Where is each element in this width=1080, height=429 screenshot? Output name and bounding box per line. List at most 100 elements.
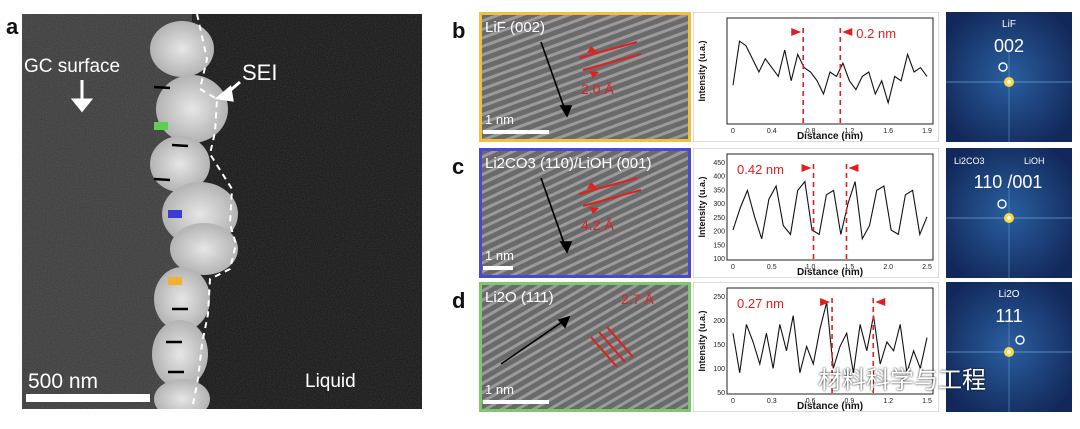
x-tick-label: 1.5 — [922, 398, 932, 405]
y-tick-label: 100 — [713, 256, 725, 263]
y-tick-label: 350 — [713, 187, 725, 194]
lattice-spacing-label: 2.0 Å — [581, 81, 614, 97]
y-tick-label: 300 — [713, 201, 725, 208]
panel-letter-a: a — [6, 14, 19, 39]
period-annotation: 0.2 nm — [856, 26, 896, 41]
tem-border — [479, 12, 691, 142]
intensity-trace — [732, 40, 928, 105]
panel-letter-b: b — [452, 18, 466, 43]
fft-phase-label: LiOH — [1024, 156, 1045, 166]
tem-image-b: LiF (002) 2.0 Å 1 nm — [479, 12, 691, 142]
y-axis-label: Intensity (u.a.) — [697, 176, 707, 237]
tem-phase-label: LiF (002) — [485, 19, 545, 36]
scale-bar-a — [26, 394, 150, 402]
x-tick-label: 0 — [731, 398, 735, 405]
fft-phase-label: Li2O — [998, 289, 1019, 300]
intensity-profile-c: 0.42 nm 0 0.5 1.0 1.5 2.0 2.5 450 400 350 300 250 20… — [693, 148, 939, 278]
fft-pattern-b: LiF 002 — [946, 12, 1072, 142]
scale-bar — [483, 400, 549, 404]
tem-image-d: Li2O (111) 2.7 Å 1 nm — [479, 282, 691, 412]
sei-thickness-markers — [153, 85, 189, 374]
scale-label: 1 nm — [485, 248, 514, 263]
intensity-trace — [732, 302, 928, 373]
x-tick-label: 0.6 — [806, 398, 816, 405]
period-marker-arrow-icon — [801, 164, 812, 172]
intensity-trace — [732, 180, 928, 241]
fft-pattern-c: Li2CO3 LiOH 110 /001 — [946, 148, 1072, 278]
fft-index-label: 002 — [994, 36, 1024, 56]
x-axis-label: Distance (nm) — [797, 131, 863, 142]
period-marker-arrow-icon — [842, 28, 853, 36]
fft-reflection-marker — [998, 62, 1008, 72]
plot-frame — [726, 153, 934, 261]
x-tick-label: 0 — [731, 128, 735, 135]
scale-label: 1 nm — [485, 382, 514, 397]
lattice-spacing-label: 4.2 Å — [581, 217, 614, 233]
y-tick-label: 150 — [713, 242, 725, 249]
y-tick-label: 100 — [713, 366, 725, 373]
x-tick-label: 1.6 — [883, 128, 893, 135]
scale-label: 1 nm — [485, 112, 514, 127]
marker-green — [154, 122, 168, 130]
tem-image-c: Li2CO3 (110)/LiOH (001) 4.2 Å 1 nm — [479, 148, 691, 278]
y-tick-label: 50 — [717, 390, 725, 397]
x-tick-label: 1.2 — [883, 398, 893, 405]
watermark-text: 材料科学与工程 — [818, 366, 986, 394]
tem-border — [479, 148, 691, 278]
fft-phase-label: Li2CO3 — [954, 156, 985, 166]
marker-yellow — [168, 277, 182, 285]
direction-arrow-icon — [540, 177, 573, 254]
x-tick-label: 0.3 — [767, 398, 777, 405]
y-tick-label: 200 — [713, 229, 725, 236]
x-axis-label: Distance (nm) — [797, 267, 863, 278]
y-tick-label: 450 — [713, 160, 725, 167]
tem-border — [479, 282, 691, 412]
x-tick-label: 0.8 — [806, 128, 816, 135]
fft-reflection-marker — [997, 199, 1007, 209]
period-marker-arrow-icon — [848, 164, 859, 172]
y-axis-label: Intensity (u.a.) — [697, 40, 707, 101]
y-axis-label: Intensity (u.a.) — [697, 310, 707, 371]
arrow-icon — [70, 80, 241, 113]
sei-layer — [150, 21, 238, 409]
panel-letter-d: d — [452, 288, 466, 313]
x-tick-label: 0.4 — [767, 128, 777, 135]
marker-blue — [168, 210, 182, 218]
x-tick-label: 1.5 — [845, 264, 855, 271]
fft-reflection-marker — [1015, 335, 1025, 345]
x-tick-label: 0 — [731, 264, 735, 271]
x-axis-label: Distance (nm) — [797, 401, 863, 412]
x-tick-label: 1.0 — [806, 264, 816, 271]
intensity-profile-d: 0.27 nm 0 0.3 0.6 0.9 1.2 1.5 250 200 150 100 50 Dis… — [693, 282, 939, 412]
fft-pattern-d: Li2O 111 — [946, 282, 1072, 412]
gc-surface-label: GC surface — [24, 56, 120, 77]
sei-label: SEI — [242, 60, 277, 85]
y-tick-label: 200 — [713, 318, 725, 325]
plot-frame — [726, 287, 934, 395]
lattice-spacing-marker — [590, 326, 634, 368]
x-tick-label: 0.5 — [767, 264, 777, 271]
period-annotation: 0.27 nm — [737, 296, 784, 311]
tem-phase-label: Li2CO3 (110)/LiOH (001) — [485, 155, 651, 172]
x-tick-label: 2.0 — [883, 264, 893, 271]
x-tick-label: 1.9 — [922, 128, 932, 135]
lattice-spacing-marker — [578, 177, 642, 207]
fft-index-label: 110 /001 — [974, 172, 1043, 192]
scale-bar — [483, 266, 513, 270]
y-tick-label: 250 — [713, 294, 725, 301]
x-tick-label: 1.2 — [845, 128, 855, 135]
x-tick-label: 0.9 — [845, 398, 855, 405]
scale-bar — [483, 130, 549, 134]
y-tick-label: 400 — [713, 174, 725, 181]
y-tick-label: 250 — [713, 215, 725, 222]
liquid-label: Liquid — [305, 371, 356, 392]
direction-arrow-icon — [500, 315, 571, 365]
y-tick-label: 150 — [713, 342, 725, 349]
period-marker-arrow-icon — [820, 298, 831, 306]
period-marker-arrow-icon — [875, 298, 886, 306]
sei-liquid-boundary — [191, 14, 238, 409]
fft-phase-label: LiF — [1002, 19, 1016, 30]
period-marker-arrow-icon — [791, 28, 802, 36]
tem-phase-label: Li2O (111) — [485, 289, 554, 306]
lattice-spacing-label: 2.7 Å — [621, 291, 654, 307]
